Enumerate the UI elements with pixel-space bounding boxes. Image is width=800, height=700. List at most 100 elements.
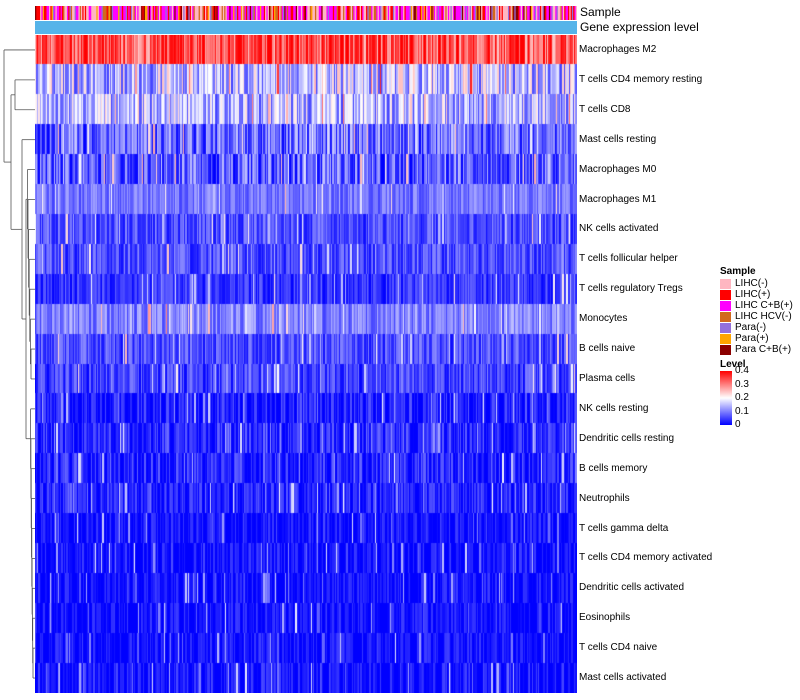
sample-annotation-cell bbox=[454, 6, 456, 20]
sample-annotation-cell bbox=[394, 6, 396, 20]
sample-annotation-cell bbox=[401, 6, 404, 20]
sample-annotation-cell bbox=[270, 6, 272, 20]
sample-annotation-cell bbox=[442, 6, 445, 20]
row-label: Dendritic cells resting bbox=[579, 432, 675, 444]
sample-annotation-cell bbox=[551, 6, 554, 20]
sample-annotation-cell bbox=[183, 6, 185, 20]
sample-annotation-cell bbox=[64, 6, 67, 20]
sample-annotation-cell bbox=[128, 6, 130, 20]
sample-annotation-cell bbox=[444, 6, 446, 20]
legend-item: Para(+) bbox=[720, 333, 800, 344]
sample-annotation-cell bbox=[424, 6, 427, 20]
sample-annotation-cell bbox=[311, 6, 313, 20]
sample-annotation-cell bbox=[372, 6, 375, 20]
sample-annotation-cell bbox=[159, 6, 161, 20]
sample-annotation-cell bbox=[119, 6, 122, 20]
sample-annotation-cell bbox=[568, 6, 570, 20]
sample-annotation-cell bbox=[450, 6, 453, 20]
sample-annotation-cell bbox=[165, 6, 168, 20]
row-label: B cells memory bbox=[579, 462, 648, 474]
gene-expression-level-label: Gene expression level bbox=[580, 20, 699, 34]
sample-annotation-cell bbox=[491, 6, 494, 20]
sample-annotation-cell bbox=[513, 6, 515, 20]
sample-annotation-cell bbox=[231, 6, 234, 20]
sample-annotation-cell bbox=[368, 6, 371, 20]
sample-annotation-cell bbox=[346, 6, 349, 20]
sample-annotation-cell bbox=[345, 6, 348, 20]
row-label: T cells CD4 naive bbox=[579, 642, 658, 654]
sample-annotation-cell bbox=[138, 6, 141, 20]
sample-annotation-cell bbox=[125, 6, 128, 20]
sample-annotation-cell bbox=[316, 6, 318, 20]
row-label: T cells regulatory Tregs bbox=[579, 283, 683, 295]
sample-annotation-cell bbox=[406, 6, 409, 20]
sample-annotation-cell bbox=[101, 6, 104, 20]
sample-annotation-cell bbox=[43, 6, 46, 20]
row-label: B cells naive bbox=[579, 343, 636, 355]
sample-annotation-cell bbox=[75, 6, 78, 20]
sample-annotation-cell bbox=[320, 6, 322, 20]
sample-annotation-cell bbox=[415, 6, 418, 20]
legend-label: LIHC C+B(+) bbox=[735, 300, 793, 311]
sample-annotation-cell bbox=[120, 6, 123, 20]
sample-annotation-cell bbox=[437, 6, 440, 20]
sample-annotation-cell bbox=[254, 6, 257, 20]
sample-annotation-cell bbox=[178, 6, 180, 20]
sample-annotation-cell bbox=[408, 6, 410, 20]
sample-annotation-cell bbox=[111, 6, 114, 20]
sample-annotation-cell bbox=[515, 6, 518, 20]
sample-annotation-cell bbox=[481, 6, 483, 20]
sample-annotation-cell bbox=[40, 6, 42, 20]
sample-annotation-cell bbox=[539, 6, 542, 20]
sample-annotation-cell bbox=[228, 6, 230, 20]
sample-annotation-cell bbox=[252, 6, 254, 20]
sample-annotation-cell bbox=[306, 6, 308, 20]
row-label: T cells CD4 memory resting bbox=[579, 73, 703, 85]
sample-annotation-cell bbox=[477, 6, 479, 20]
sample-annotation-cell bbox=[42, 6, 45, 20]
sample-annotation-cell bbox=[184, 6, 187, 20]
sample-annotation-cell bbox=[478, 6, 481, 20]
sample-annotation-cell bbox=[376, 6, 378, 20]
sample-annotation-cell bbox=[413, 6, 416, 20]
sample-annotation-cell bbox=[518, 6, 520, 20]
sample-annotation-cell bbox=[93, 6, 96, 20]
sample-annotation-cell bbox=[139, 6, 142, 20]
sample-annotation-cell bbox=[77, 6, 79, 20]
gene-expression-level-fill bbox=[35, 21, 577, 34]
sample-annotation-cell bbox=[303, 6, 306, 20]
sample-annotation-cell bbox=[383, 6, 386, 20]
sample-annotation-cell bbox=[161, 6, 164, 20]
sample-annotation-cell bbox=[504, 6, 506, 20]
sample-annotation-cell bbox=[193, 6, 196, 20]
sample-annotation-cell bbox=[528, 6, 531, 20]
sample-annotation-cell bbox=[41, 6, 44, 20]
sample-annotation-cell bbox=[322, 6, 325, 20]
sample-annotation-cell bbox=[419, 6, 422, 20]
sample-annotation-cell bbox=[483, 6, 486, 20]
sample-annotation-cell bbox=[433, 6, 436, 20]
sample-annotation-cell bbox=[332, 6, 335, 20]
sample-annotation-cell bbox=[68, 6, 70, 20]
sample-annotation-cell bbox=[282, 6, 285, 20]
sample-annotation-cell bbox=[170, 6, 173, 20]
sample-annotation-cell bbox=[574, 6, 577, 20]
sample-annotation-cell bbox=[456, 6, 459, 20]
level-legend-title: Level bbox=[720, 359, 746, 370]
sample-annotation-cell bbox=[440, 6, 442, 20]
sample-annotation-cell bbox=[514, 6, 517, 20]
sample-annotation-cell bbox=[355, 6, 358, 20]
row-label: Neutrophils bbox=[579, 492, 630, 504]
sample-annotation-cell bbox=[317, 6, 320, 20]
sample-annotation-cell bbox=[268, 6, 271, 20]
sample-annotation-cell bbox=[192, 6, 194, 20]
sample-annotation-cell bbox=[523, 6, 525, 20]
sample-annotation-cell bbox=[520, 6, 523, 20]
sample-annotation-cell bbox=[493, 6, 496, 20]
sample-annotation-cell bbox=[546, 6, 548, 20]
sample-annotation-cell bbox=[72, 6, 74, 20]
sample-annotation-cell bbox=[552, 6, 555, 20]
sample-annotation-cell bbox=[271, 6, 274, 20]
sample-annotation-cell bbox=[473, 6, 476, 20]
sample-annotation-cell bbox=[91, 6, 93, 20]
